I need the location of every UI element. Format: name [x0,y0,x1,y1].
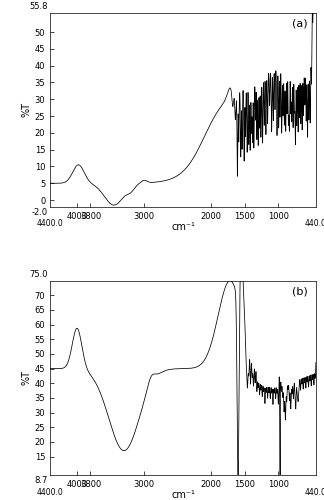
Y-axis label: %T: %T [22,370,32,386]
Text: 55.8: 55.8 [29,2,47,11]
Text: -2.0: -2.0 [31,208,47,217]
X-axis label: cm⁻¹: cm⁻¹ [171,222,195,232]
Text: (a): (a) [292,18,308,28]
Text: 4400.0: 4400.0 [37,220,64,228]
Text: 440.0: 440.0 [305,488,324,496]
X-axis label: cm⁻¹: cm⁻¹ [171,490,195,500]
Text: (b): (b) [292,286,308,296]
Text: 4400.0: 4400.0 [37,488,64,496]
Text: 8.7: 8.7 [34,476,47,486]
Y-axis label: %T: %T [22,102,32,117]
Text: 75.0: 75.0 [29,270,47,280]
Text: 440.0: 440.0 [305,220,324,228]
